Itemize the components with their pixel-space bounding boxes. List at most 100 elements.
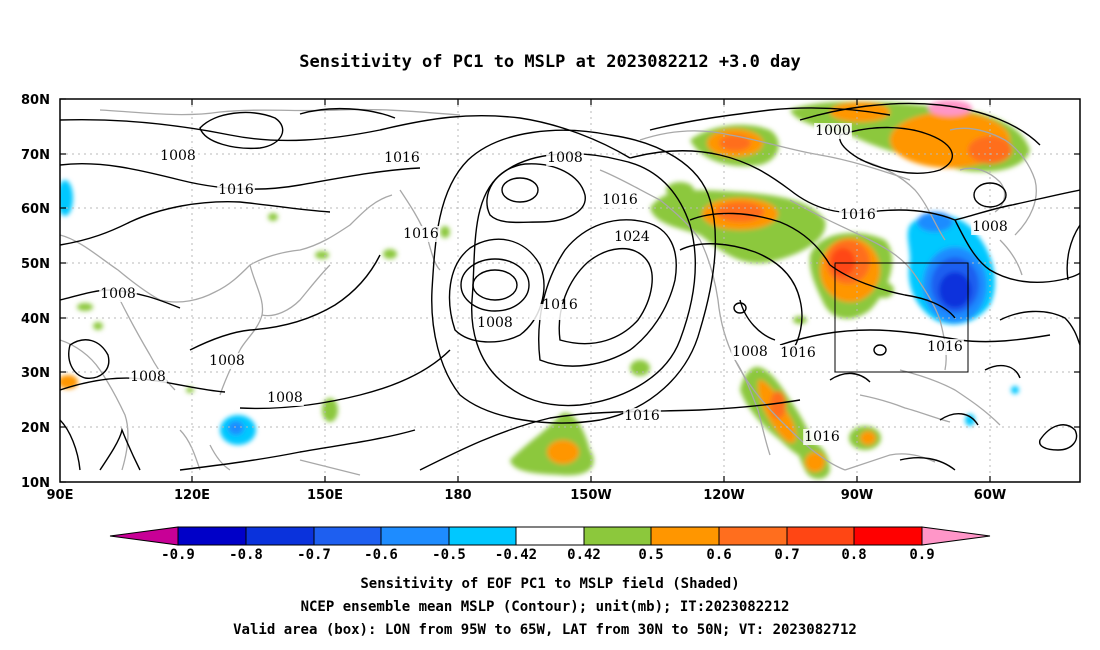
colorbar-swatch: [313, 526, 382, 546]
contour-label: 1008: [972, 219, 1008, 235]
lat-label: 60N: [21, 202, 50, 217]
sensitivity-shading: [60, 100, 1030, 479]
lat-label: 70N: [21, 148, 50, 163]
contour-label-background: [402, 226, 440, 242]
contour-label-background: [129, 369, 167, 385]
contour-label-background: [814, 123, 852, 139]
contour-label-background: [779, 345, 817, 361]
contour-label-background: [266, 390, 304, 406]
contour-label-background: [159, 148, 197, 164]
contour-label-background: [613, 229, 651, 245]
lat-label: 80N: [21, 93, 50, 108]
colorbar-swatch: [853, 526, 923, 546]
contour-label-background: [217, 182, 255, 198]
lat-label: 20N: [21, 421, 50, 436]
valid-area-box: [834, 262, 969, 373]
colorbar-swatch: [177, 526, 247, 546]
colorbar-label: -0.6: [364, 547, 398, 563]
contour-label: 1000: [815, 123, 851, 139]
map-title: Sensitivity of PC1 to MSLP at 2023082212…: [299, 52, 801, 72]
colorbar-low-end: [109, 526, 179, 546]
contour-label: 1016: [403, 226, 439, 242]
contour-label: 1016: [542, 297, 578, 313]
colorbar-label: -0.7: [297, 547, 331, 563]
contour-label: 1016: [218, 182, 254, 198]
colorbar-label: 0.42: [567, 547, 601, 563]
contour-label: 1008: [100, 286, 136, 302]
contour-label: 1024: [614, 229, 650, 245]
mslp-contours: [60, 102, 1080, 471]
lat-label: 50N: [21, 257, 50, 272]
contour-label: 1016: [927, 339, 963, 355]
colorbar-swatch: [380, 526, 450, 546]
contour-label: 1008: [732, 344, 768, 360]
contour-label-background: [731, 344, 769, 360]
lat-label: 10N: [21, 476, 50, 491]
contour-label: 1008: [130, 369, 166, 385]
contour-label: 1016: [384, 150, 420, 166]
coastlines: [60, 108, 1037, 476]
longitude-labels: 90E 120E 150E 180 150W 120W 90W 60W: [47, 488, 1007, 503]
lat-label: 30N: [21, 366, 50, 381]
colorbar-swatch: [583, 526, 652, 546]
colorbar: [109, 526, 991, 546]
colorbar-label: -0.8: [229, 547, 263, 563]
lat-label: 40N: [21, 312, 50, 327]
contour-label: 1016: [602, 192, 638, 208]
colorbar-swatch: [245, 526, 315, 546]
colorbar-label: -0.42: [495, 547, 537, 563]
lon-label: 150E: [307, 488, 343, 503]
lon-label: 150W: [570, 488, 611, 503]
caption-line-1: Sensitivity of EOF PC1 to MSLP field (Sh…: [360, 576, 739, 592]
lon-label: 120W: [703, 488, 744, 503]
colorbar-high-end: [921, 526, 991, 546]
colorbar-label: 0.7: [774, 547, 799, 563]
contour-label: 1016: [780, 345, 816, 361]
caption-line-2: NCEP ensemble mean MSLP (Contour); unit(…: [301, 599, 790, 615]
lon-label: 90W: [841, 488, 873, 503]
contour-label: 1016: [804, 429, 840, 445]
contour-label-background: [476, 315, 514, 331]
axis-ticks: [60, 98, 1080, 483]
contour-label-background: [529, 304, 567, 320]
contour-label: 1008: [209, 353, 245, 369]
colorbar-swatch: [786, 526, 855, 546]
contour-label: 1008: [160, 148, 196, 164]
colorbar-label: 0.6: [706, 547, 731, 563]
contour-label: 1008: [267, 390, 303, 406]
colorbar-swatch: [515, 526, 585, 546]
contour-label: 1016: [840, 207, 876, 223]
latitude-labels: 80N 70N 60N 50N 40N 30N 20N 10N: [21, 93, 50, 491]
contour-label-background: [546, 150, 584, 166]
lon-label: 60W: [974, 488, 1006, 503]
contour-label-background: [208, 353, 246, 369]
contour-label-background: [803, 429, 841, 445]
colorbar-label: -0.9: [161, 547, 195, 563]
colorbar-swatch: [718, 526, 788, 546]
lon-label: 180: [444, 488, 471, 503]
colorbar-label: 0.9: [909, 547, 934, 563]
contour-labels: 1008 1016 1016 1008 1016 1016 1008 1008 …: [99, 123, 1009, 445]
colorbar-labels: -0.9 -0.8 -0.7 -0.6 -0.5 -0.42 0.42 0.5 …: [161, 547, 935, 563]
contour-label: 1008: [477, 315, 513, 331]
contour-label-background: [383, 150, 421, 166]
colorbar-label: -0.5: [432, 547, 466, 563]
colorbar-swatch: [650, 526, 720, 546]
contour-label-background: [971, 219, 1009, 235]
contour-label-background: [99, 286, 137, 302]
contour-label-background: [926, 339, 964, 355]
lon-label: 90E: [47, 488, 74, 503]
colorbar-label: 0.8: [841, 547, 866, 563]
contour-label: 1016: [624, 408, 660, 424]
lon-label: 120E: [174, 488, 210, 503]
contour-label: 1008: [547, 150, 583, 166]
map-frame: [59, 98, 1081, 483]
caption: Sensitivity of EOF PC1 to MSLP field (Sh…: [233, 576, 857, 638]
contour-label-background: [601, 192, 639, 208]
contour-label-background: [623, 408, 661, 424]
colorbar-swatch: [448, 526, 517, 546]
colorbar-label: 0.5: [638, 547, 663, 563]
caption-line-3: Valid area (box): LON from 95W to 65W, L…: [233, 622, 857, 638]
contour-label-background: [839, 207, 877, 223]
